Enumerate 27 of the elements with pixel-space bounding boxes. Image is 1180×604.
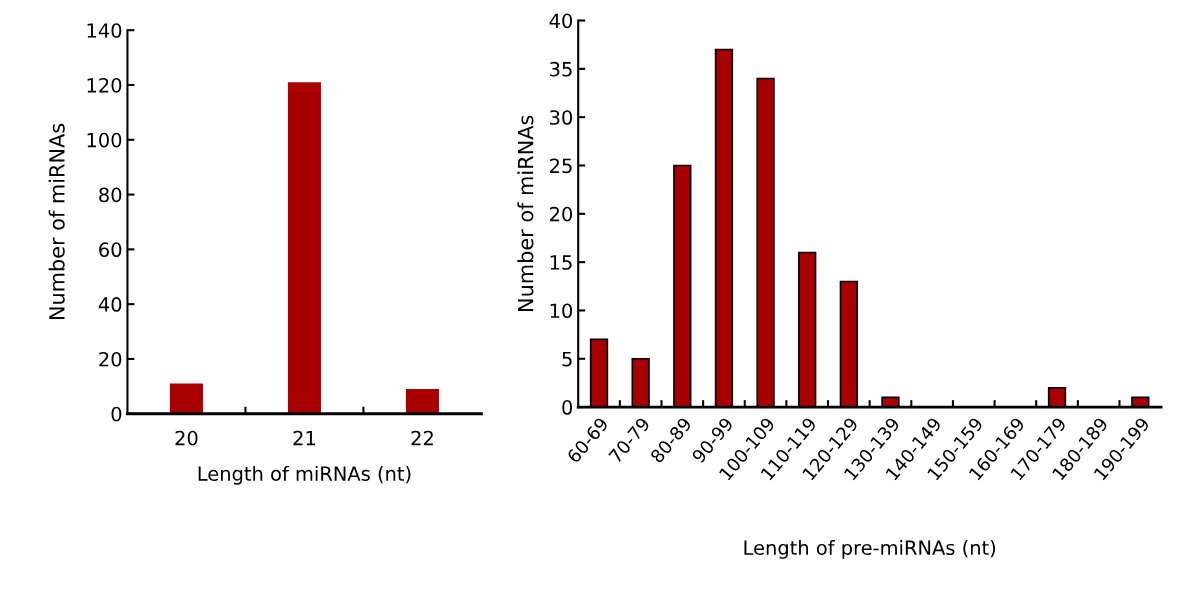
y-axis-title: Number of miRNAs <box>517 115 534 311</box>
y-tick-label: 40 <box>549 13 573 29</box>
x-tick-label: 20 <box>175 430 198 446</box>
y-tick-label: 30 <box>550 110 573 125</box>
y-tick-label: 40 <box>98 297 122 312</box>
y-tick-label: 100 <box>87 132 122 148</box>
y-axis-title: Number of miRNAs <box>48 123 65 320</box>
y-tick-label: 15 <box>550 255 572 270</box>
y-tick-label: 140 <box>87 23 122 38</box>
x-tick-label: 22 <box>411 430 433 446</box>
y-tick-label: 25 <box>550 158 572 174</box>
x-tick-label: 21 <box>293 430 316 446</box>
y-tick-label: 120 <box>87 77 122 93</box>
bar <box>287 82 321 414</box>
bar <box>405 389 439 414</box>
y-tick-label: 60 <box>99 242 122 258</box>
y-tick-label: 20 <box>99 351 122 367</box>
y-tick-label: 5 <box>562 351 572 367</box>
x-axis-title: Length of pre-miRNAs (nt) <box>744 540 996 559</box>
y-tick-label: 10 <box>550 303 573 319</box>
y-tick-label: 35 <box>550 61 572 77</box>
y-tick-label: 0 <box>562 400 573 415</box>
y-tick-label: 80 <box>99 187 122 203</box>
bar <box>169 383 203 414</box>
y-tick-label: 20 <box>550 206 573 222</box>
y-tick-label: 0 <box>111 406 122 422</box>
x-axis-title: Length of miRNAs (nt) <box>198 465 411 485</box>
